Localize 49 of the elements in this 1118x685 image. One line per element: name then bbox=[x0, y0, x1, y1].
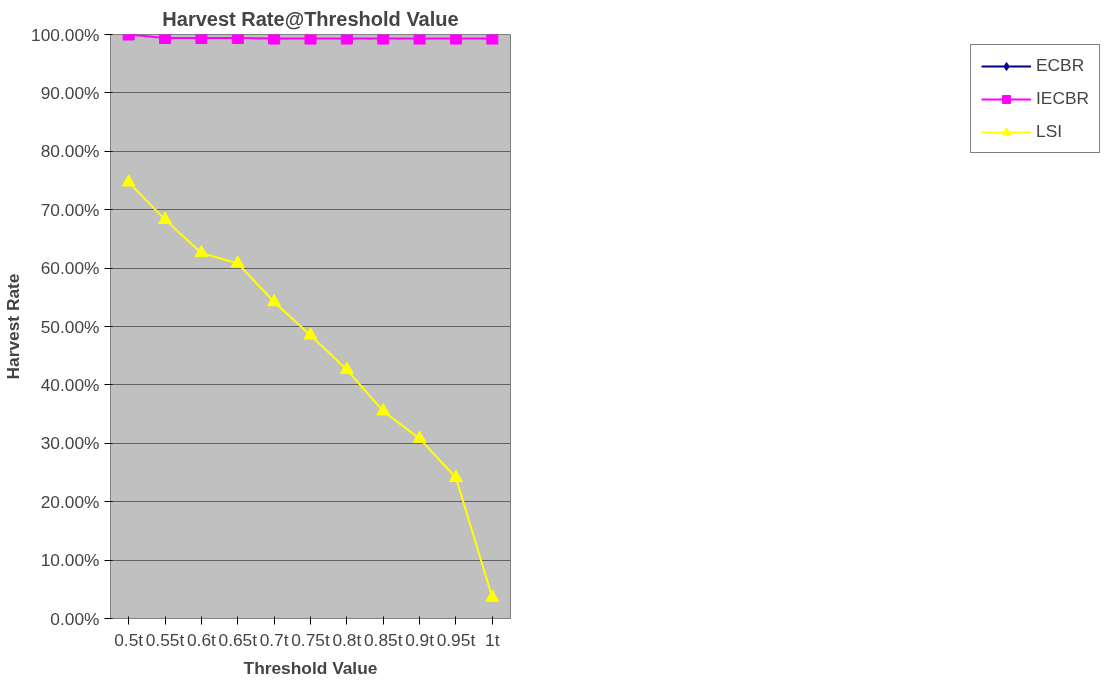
legend-label: LSI bbox=[1036, 121, 1063, 142]
point bbox=[412, 430, 427, 443]
point bbox=[195, 34, 208, 44]
point bbox=[158, 211, 173, 224]
y-tick-label: 60.00% bbox=[40, 258, 100, 279]
y-tick-label: 40.00% bbox=[40, 374, 100, 395]
x-tick-label: 0.55t bbox=[145, 629, 185, 650]
y-tick-label: 90.00% bbox=[40, 82, 100, 103]
point bbox=[377, 34, 390, 45]
point bbox=[268, 34, 281, 45]
point bbox=[267, 293, 282, 307]
point bbox=[449, 34, 462, 45]
y-tick-label: 70.00% bbox=[40, 199, 100, 220]
x-axis-title: Threshold Value bbox=[243, 657, 378, 678]
point bbox=[485, 589, 500, 602]
x-tick-label: 0.85t bbox=[363, 629, 403, 650]
point bbox=[376, 403, 391, 416]
y-tick-label: 30.00% bbox=[40, 433, 100, 454]
point bbox=[304, 34, 317, 45]
y-tick-label: 80.00% bbox=[40, 141, 100, 162]
legend-label: IECBR bbox=[1036, 88, 1089, 109]
point bbox=[303, 327, 318, 340]
point bbox=[121, 174, 136, 187]
x-tick-label: 0.9t bbox=[405, 629, 435, 650]
x-tick-label: 0.65t bbox=[218, 629, 258, 650]
x-tick-label: 0.6t bbox=[186, 629, 217, 650]
x-tick-label: 0.75t bbox=[291, 629, 330, 650]
point bbox=[194, 244, 209, 258]
y-tick-label: 10.00% bbox=[40, 550, 100, 571]
y-axis-title: Harvest Rate bbox=[3, 273, 24, 380]
x-tick-label: 1t bbox=[485, 629, 500, 650]
legend-label: ECBR bbox=[1036, 55, 1085, 76]
point bbox=[413, 34, 426, 45]
point bbox=[231, 34, 244, 44]
y-tick-label: 20.00% bbox=[40, 491, 100, 512]
x-tick-label: 0.8t bbox=[332, 629, 362, 650]
point bbox=[339, 361, 354, 374]
x-tick-label: 0.5t bbox=[114, 629, 144, 650]
y-tick-label: 100.00% bbox=[31, 24, 100, 45]
point bbox=[486, 34, 499, 45]
point bbox=[230, 255, 245, 268]
x-tick-label: 0.95t bbox=[436, 629, 476, 650]
y-tick-label: 0.00% bbox=[50, 608, 100, 629]
y-tick-label: 50.00% bbox=[40, 316, 100, 337]
point bbox=[340, 34, 353, 45]
point bbox=[448, 469, 463, 483]
point bbox=[159, 34, 172, 44]
chart-title: Harvest Rate@Threshold Value bbox=[162, 7, 459, 30]
x-tick-label: 0.7t bbox=[259, 629, 289, 650]
